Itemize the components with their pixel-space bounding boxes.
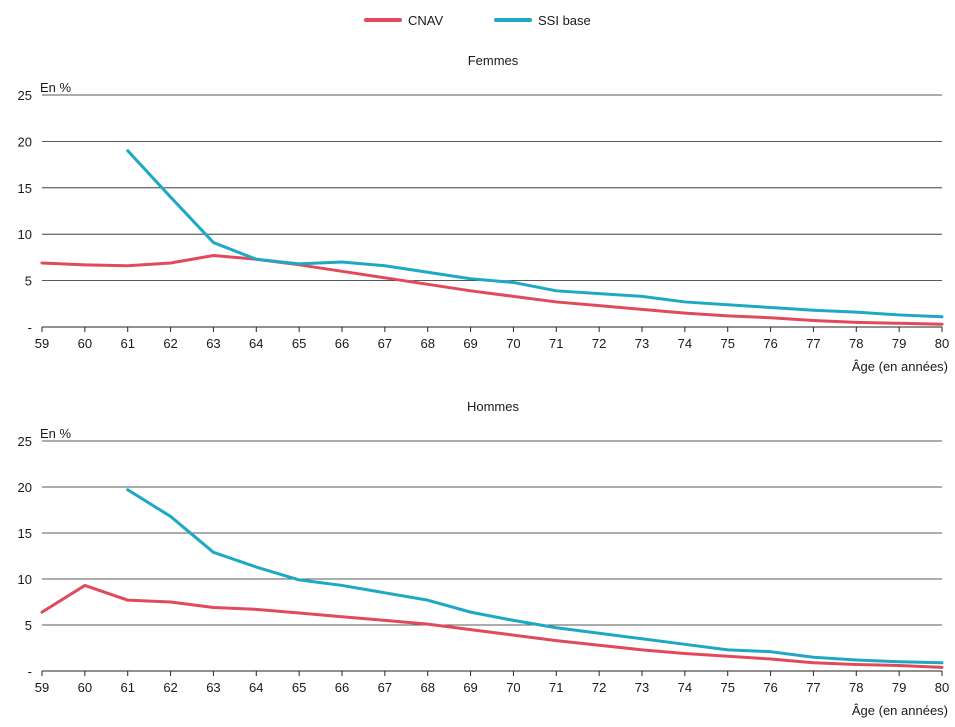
panel-femmes: Femmes En % - 5 10 15 20 25 59 60 61 62 63 64 65 66 67 68…: [18, 53, 950, 374]
legend: CNAV SSI base: [364, 13, 591, 28]
panel-hommes: Hommes En % - 5 10 15 20 25 59 60 61 62 63 64 65 66 67 68…: [18, 399, 950, 718]
y-tick-label: 10: [18, 227, 32, 242]
x-tick-label: 65: [292, 680, 306, 695]
x-tick-label: 62: [163, 680, 177, 695]
y-tick-label: 5: [25, 618, 32, 633]
x-tick-label: 66: [335, 680, 349, 695]
x-tick-label: 69: [463, 336, 477, 351]
x-tick-label: 78: [849, 336, 863, 351]
x-tick-label: 64: [249, 336, 263, 351]
x-tick-label: 76: [763, 336, 777, 351]
y-axis-label: En %: [40, 426, 72, 441]
x-axis-label: Âge (en années): [852, 359, 948, 374]
x-tick-label: 70: [506, 336, 520, 351]
x-tick-label: 74: [678, 680, 692, 695]
x-tick-label: 79: [892, 336, 906, 351]
x-tick-label: 71: [549, 680, 563, 695]
x-tick-label: 63: [206, 680, 220, 695]
y-tick-label: 20: [18, 480, 32, 495]
x-axis-label: Âge (en années): [852, 703, 948, 718]
x-tick-label: 60: [78, 336, 92, 351]
series-line-cnav: [40, 583, 944, 669]
x-tick-label: 73: [635, 336, 649, 351]
legend-label-0: CNAV: [408, 13, 443, 28]
panel-title: Femmes: [468, 53, 519, 68]
x-tick-label: 78: [849, 680, 863, 695]
y-tick-label: 15: [18, 526, 32, 541]
x-tick-label: 59: [35, 680, 49, 695]
x-tick-label: 76: [763, 680, 777, 695]
x-tick-label: 61: [120, 336, 134, 351]
x-tick-label: 71: [549, 336, 563, 351]
x-tick-label: 77: [806, 680, 820, 695]
x-tick-label: 68: [420, 680, 434, 695]
x-tick-label: 74: [678, 336, 692, 351]
x-tick-label: 75: [720, 680, 734, 695]
x-tick-label: 80: [935, 336, 949, 351]
series-line-ssi-base: [126, 488, 944, 665]
x-tick-label: 67: [378, 680, 392, 695]
x-tick-label: 77: [806, 336, 820, 351]
x-tick-label: 79: [892, 680, 906, 695]
y-tick-label: -: [28, 320, 32, 335]
x-tick-label: 67: [378, 336, 392, 351]
x-tick-label: 61: [120, 680, 134, 695]
x-tick-label: 80: [935, 680, 949, 695]
y-tick-label: 15: [18, 181, 32, 196]
x-tick-label: 69: [463, 680, 477, 695]
series-line-cnav: [40, 254, 944, 326]
x-tick-label: 70: [506, 680, 520, 695]
x-tick-label: 66: [335, 336, 349, 351]
x-tick-label: 62: [163, 336, 177, 351]
x-tick-label: 72: [592, 680, 606, 695]
y-tick-label: 25: [18, 88, 32, 103]
x-tick-label: 65: [292, 336, 306, 351]
y-tick-label: 10: [18, 572, 32, 587]
y-tick-label: 5: [25, 274, 32, 289]
x-tick-label: 72: [592, 336, 606, 351]
x-tick-label: 75: [720, 336, 734, 351]
y-tick-label: 25: [18, 434, 32, 449]
panel-title: Hommes: [467, 399, 520, 414]
y-axis-label: En %: [40, 80, 72, 95]
legend-label-1: SSI base: [538, 13, 591, 28]
series-line-ssi-base: [126, 149, 944, 319]
x-tick-label: 68: [420, 336, 434, 351]
x-tick-label: 73: [635, 680, 649, 695]
x-tick-label: 64: [249, 680, 263, 695]
x-tick-label: 60: [78, 680, 92, 695]
y-tick-label: 20: [18, 134, 32, 149]
y-tick-label: -: [28, 664, 32, 679]
x-tick-label: 59: [35, 336, 49, 351]
x-tick-label: 63: [206, 336, 220, 351]
